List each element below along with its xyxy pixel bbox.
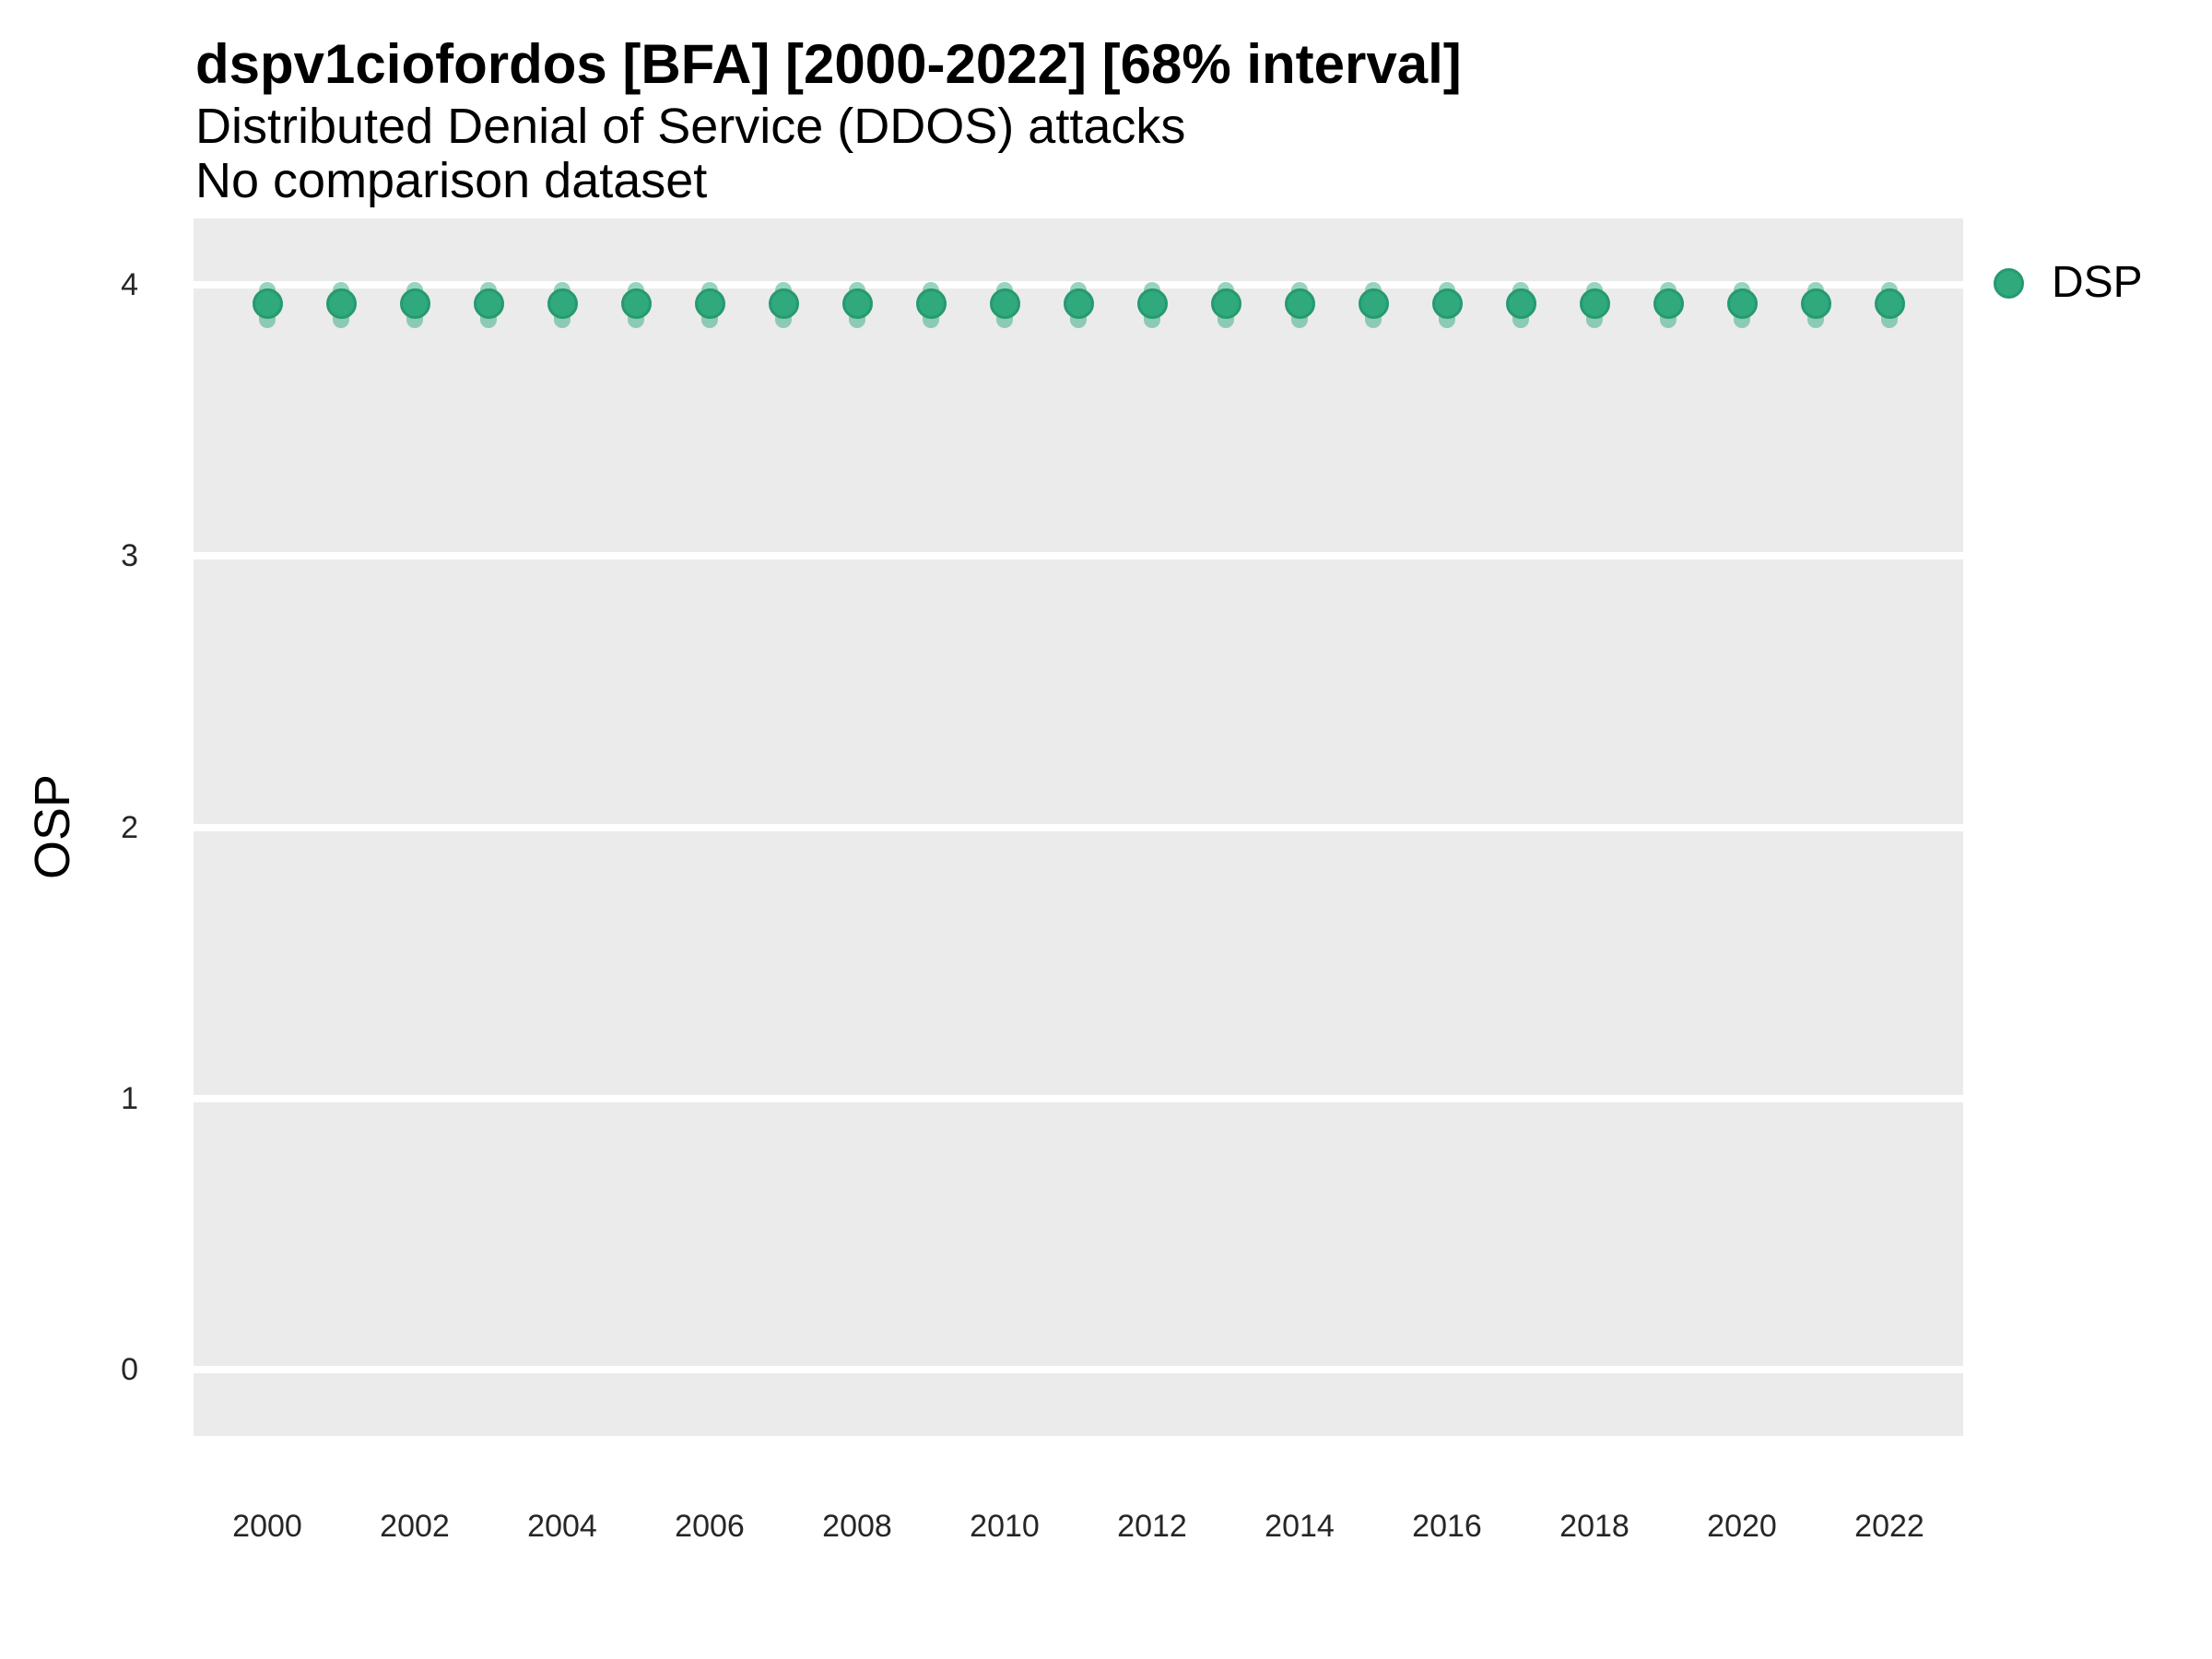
data-point	[1800, 288, 1831, 320]
data-point	[325, 288, 357, 320]
chart-title: dspv1ciofordos [BFA] [2000-2022] [68% in…	[195, 33, 1462, 95]
data-point	[399, 288, 430, 320]
data-point	[841, 288, 873, 320]
x-tick-label: 2022	[1854, 1509, 1924, 1544]
data-point	[915, 288, 947, 320]
data-point	[1431, 288, 1463, 320]
x-tick-label: 2018	[1559, 1509, 1630, 1544]
gridline-y-2	[194, 823, 1963, 831]
plot-panel	[194, 218, 1963, 1436]
data-point	[473, 288, 504, 320]
gridline-y-0	[194, 1365, 1963, 1373]
legend: DSP	[1994, 261, 2143, 305]
x-tick-label: 2016	[1412, 1509, 1482, 1544]
x-tick-label: 2002	[380, 1509, 450, 1544]
data-point	[768, 288, 799, 320]
x-tick-label: 2014	[1265, 1509, 1335, 1544]
y-tick-label: 4	[121, 267, 138, 303]
y-tick-label: 2	[121, 809, 138, 845]
data-point	[547, 288, 578, 320]
data-point	[620, 288, 652, 320]
legend-circle-icon	[1994, 267, 2024, 299]
x-tick-label: 2000	[232, 1509, 302, 1544]
data-point	[1505, 288, 1536, 320]
y-tick-label: 0	[121, 1351, 138, 1387]
data-point	[252, 288, 283, 320]
data-point	[1210, 288, 1241, 320]
data-point	[1284, 288, 1315, 320]
x-tick-label: 2020	[1707, 1509, 1777, 1544]
chart-note: No comparison dataset	[195, 153, 708, 208]
data-point	[1358, 288, 1389, 320]
data-point	[1063, 288, 1094, 320]
gridline-y-1	[194, 1094, 1963, 1102]
y-tick-label: 1	[121, 1080, 138, 1116]
legend-label-dsp: DSP	[2052, 258, 2143, 307]
gridline-y-3	[194, 552, 1963, 560]
data-point	[1653, 288, 1684, 320]
x-tick-label: 2006	[675, 1509, 745, 1544]
data-point	[694, 288, 725, 320]
x-tick-label: 2012	[1117, 1509, 1187, 1544]
x-tick-label: 2010	[970, 1509, 1040, 1544]
data-point	[1726, 288, 1758, 320]
x-tick-label: 2008	[822, 1509, 892, 1544]
data-point	[1874, 288, 1905, 320]
chart-subtitle: Distributed Denial of Service (DDOS) att…	[195, 99, 1186, 154]
x-tick-label: 2004	[527, 1509, 597, 1544]
data-point	[1579, 288, 1610, 320]
y-tick-label: 3	[121, 538, 138, 574]
data-point	[989, 288, 1020, 320]
data-point	[1136, 288, 1168, 320]
